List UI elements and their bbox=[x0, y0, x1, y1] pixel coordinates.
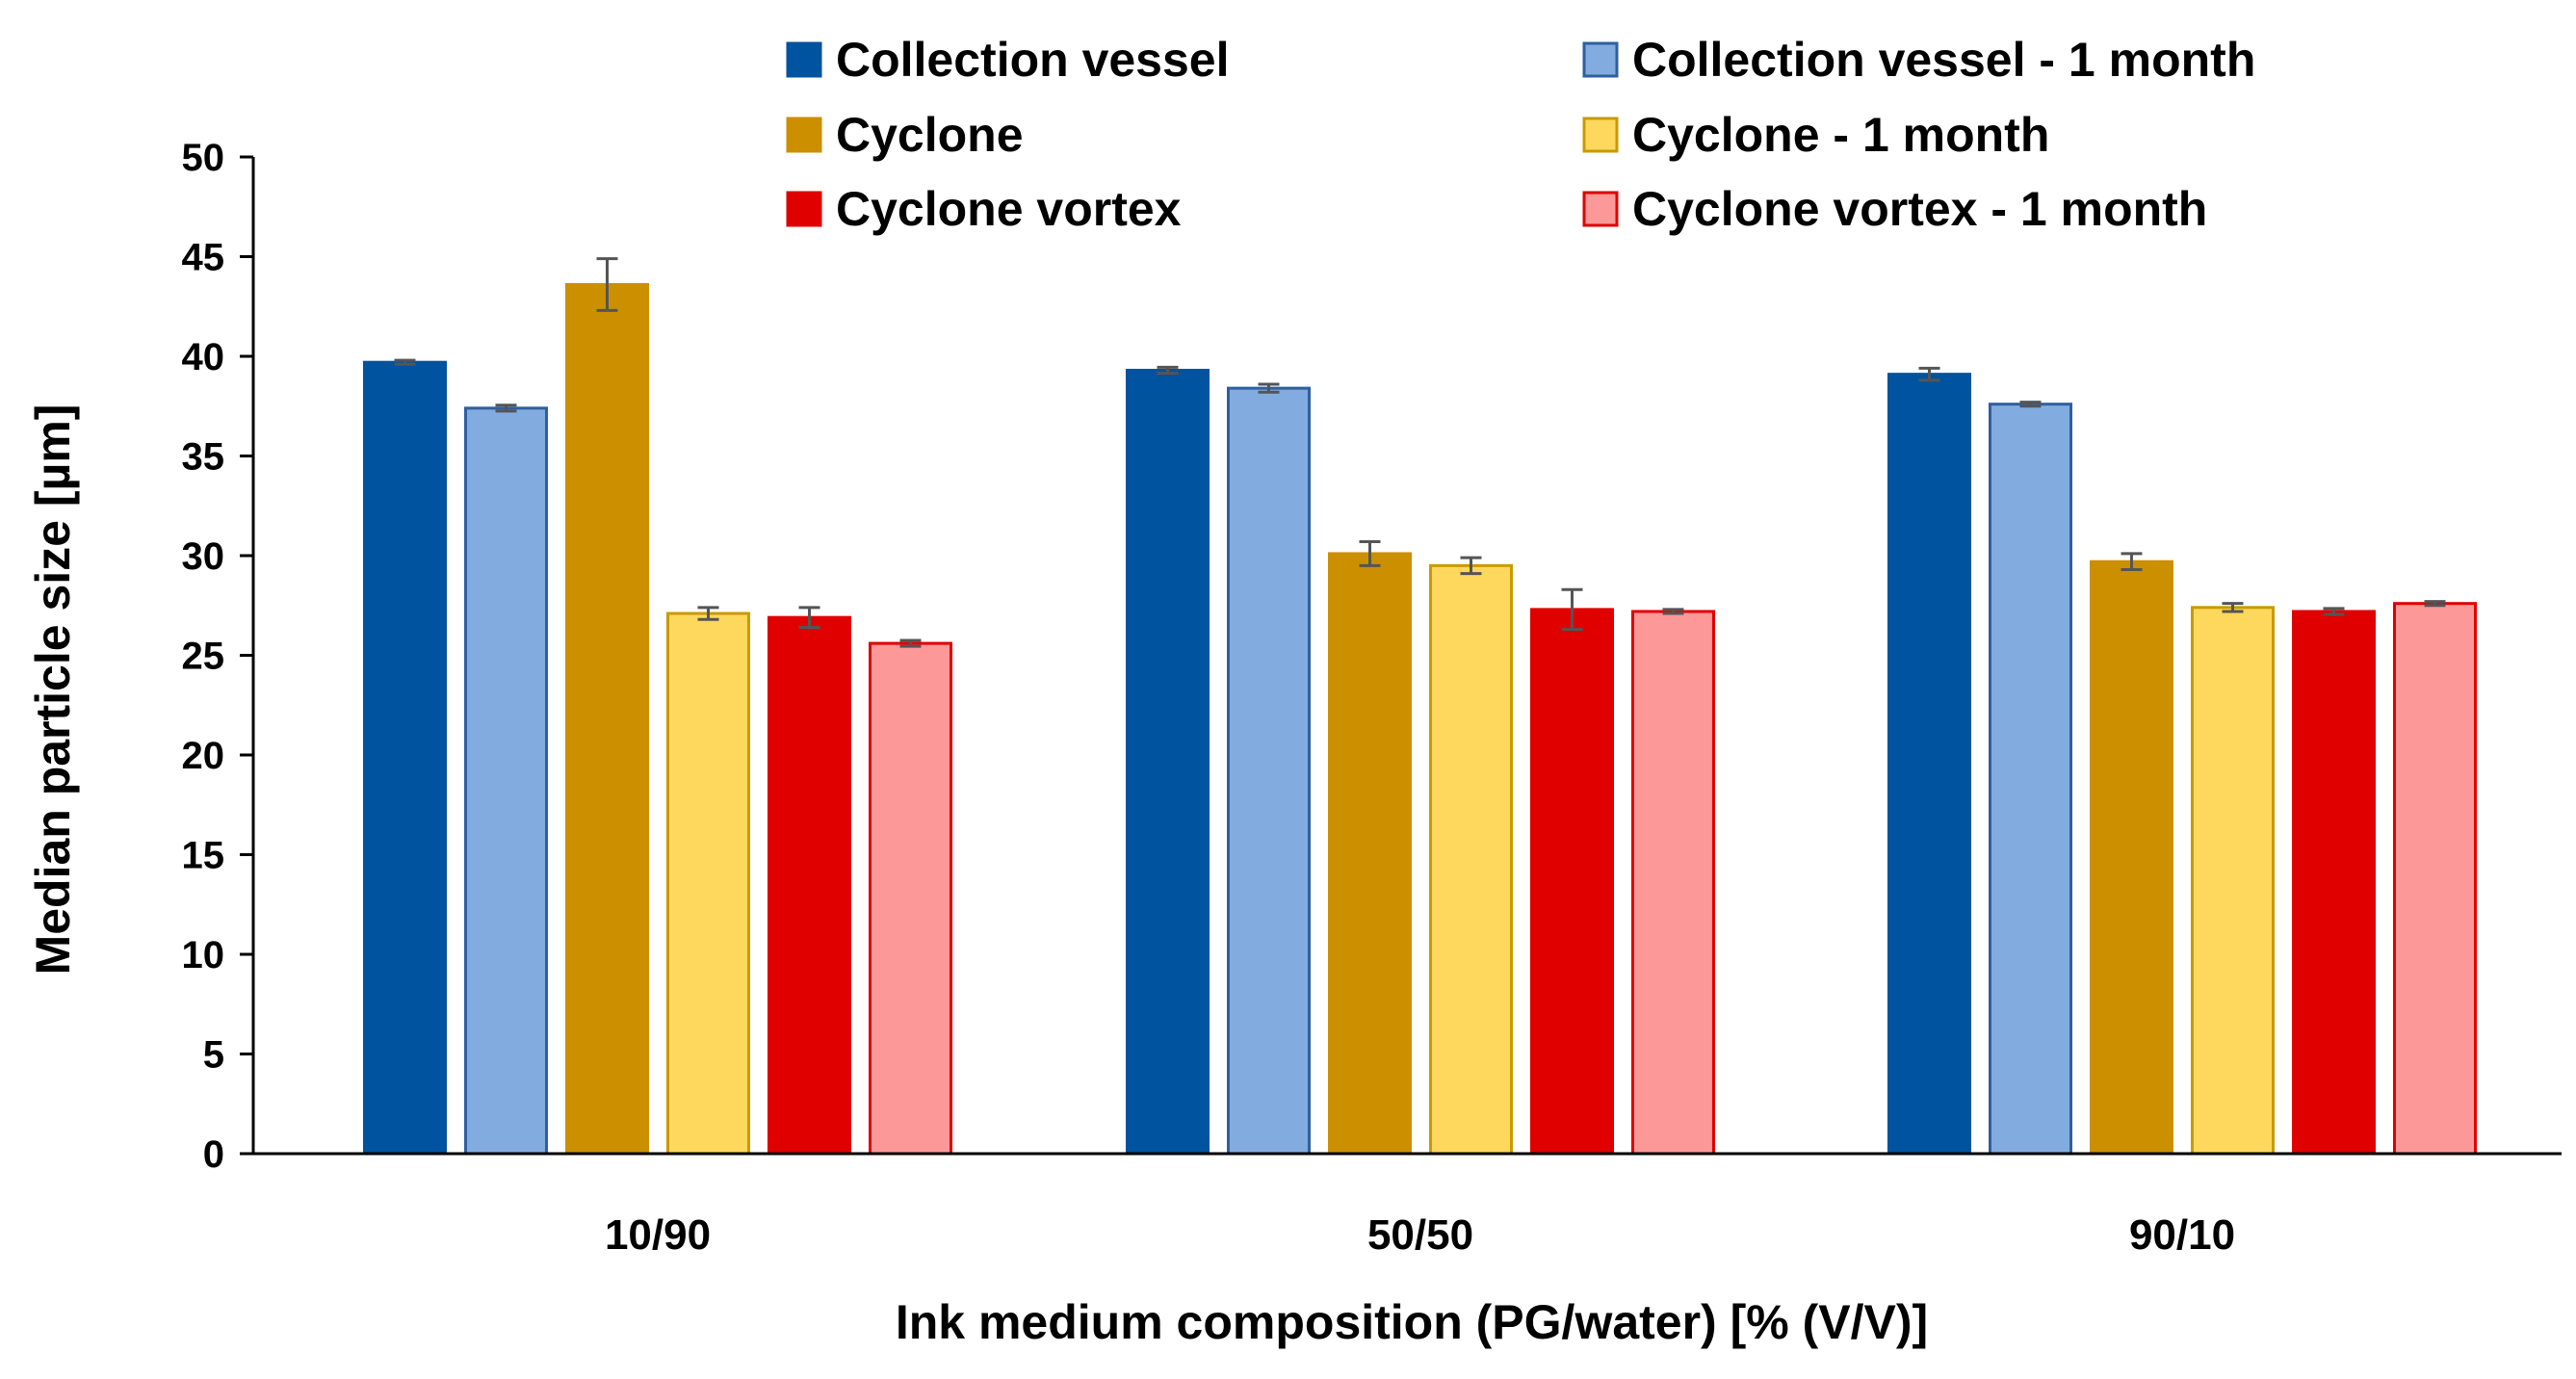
legend-swatch bbox=[786, 191, 822, 227]
bar bbox=[2090, 559, 2173, 1156]
y-tick-label: 10 bbox=[182, 934, 225, 976]
bar bbox=[869, 641, 952, 1156]
y-tick-label: 40 bbox=[182, 336, 225, 378]
y-tick-label: 15 bbox=[182, 835, 225, 877]
bar bbox=[768, 615, 851, 1156]
x-category-label: 90/10 bbox=[2129, 1211, 2235, 1259]
y-axis-title: Median particle size [µm] bbox=[26, 404, 80, 976]
bar bbox=[464, 406, 548, 1156]
legend: Collection vessel Collection vessel - 1 m… bbox=[786, 33, 2255, 236]
bar bbox=[1530, 608, 1614, 1156]
x-category-label: 10/90 bbox=[605, 1211, 711, 1259]
legend-label: Cyclone - 1 month bbox=[1632, 108, 2049, 162]
legend-label: Cyclone vortex bbox=[836, 182, 1182, 236]
y-tick-label: 0 bbox=[203, 1133, 224, 1176]
bar bbox=[666, 611, 750, 1156]
legend-label: Cyclone bbox=[836, 108, 1024, 162]
y-tick-label: 45 bbox=[182, 237, 225, 279]
legend-label: Collection vessel bbox=[836, 33, 1230, 87]
y-tick-label: 35 bbox=[182, 436, 225, 479]
legend-label: Cyclone vortex - 1 month bbox=[1632, 182, 2207, 236]
legend-label: Collection vessel - 1 month bbox=[1632, 33, 2255, 87]
bar bbox=[1989, 403, 2072, 1156]
bar bbox=[2292, 610, 2376, 1156]
y-tick-label: 5 bbox=[203, 1034, 224, 1077]
bar bbox=[1429, 563, 1513, 1156]
x-axis-title: Ink medium composition (PG/water) [% (V/… bbox=[896, 1295, 1928, 1349]
legend-swatch bbox=[786, 117, 822, 153]
axes: 0 5 10 15 20 25 30 35 40 45 50 10/90 50/50 90/10 bbox=[182, 137, 2562, 1259]
bar bbox=[1328, 552, 1412, 1156]
y-tick-label: 25 bbox=[182, 636, 225, 678]
y-tick-label: 50 bbox=[182, 137, 225, 179]
bar bbox=[1887, 373, 1971, 1156]
legend-swatch bbox=[1582, 41, 1619, 78]
y-tick-label: 30 bbox=[182, 535, 225, 578]
bar bbox=[565, 282, 649, 1156]
bar bbox=[1227, 386, 1311, 1156]
bar bbox=[2191, 606, 2275, 1156]
bar bbox=[2393, 602, 2477, 1156]
bar bbox=[1631, 610, 1715, 1156]
y-tick-label: 20 bbox=[182, 735, 225, 777]
x-category-label: 50/50 bbox=[1367, 1211, 1473, 1259]
legend-swatch bbox=[1582, 117, 1619, 153]
bar bbox=[363, 360, 447, 1156]
bars bbox=[363, 257, 2477, 1156]
bar bbox=[1126, 368, 1210, 1156]
legend-swatch bbox=[786, 41, 822, 78]
legend-swatch bbox=[1582, 191, 1619, 227]
